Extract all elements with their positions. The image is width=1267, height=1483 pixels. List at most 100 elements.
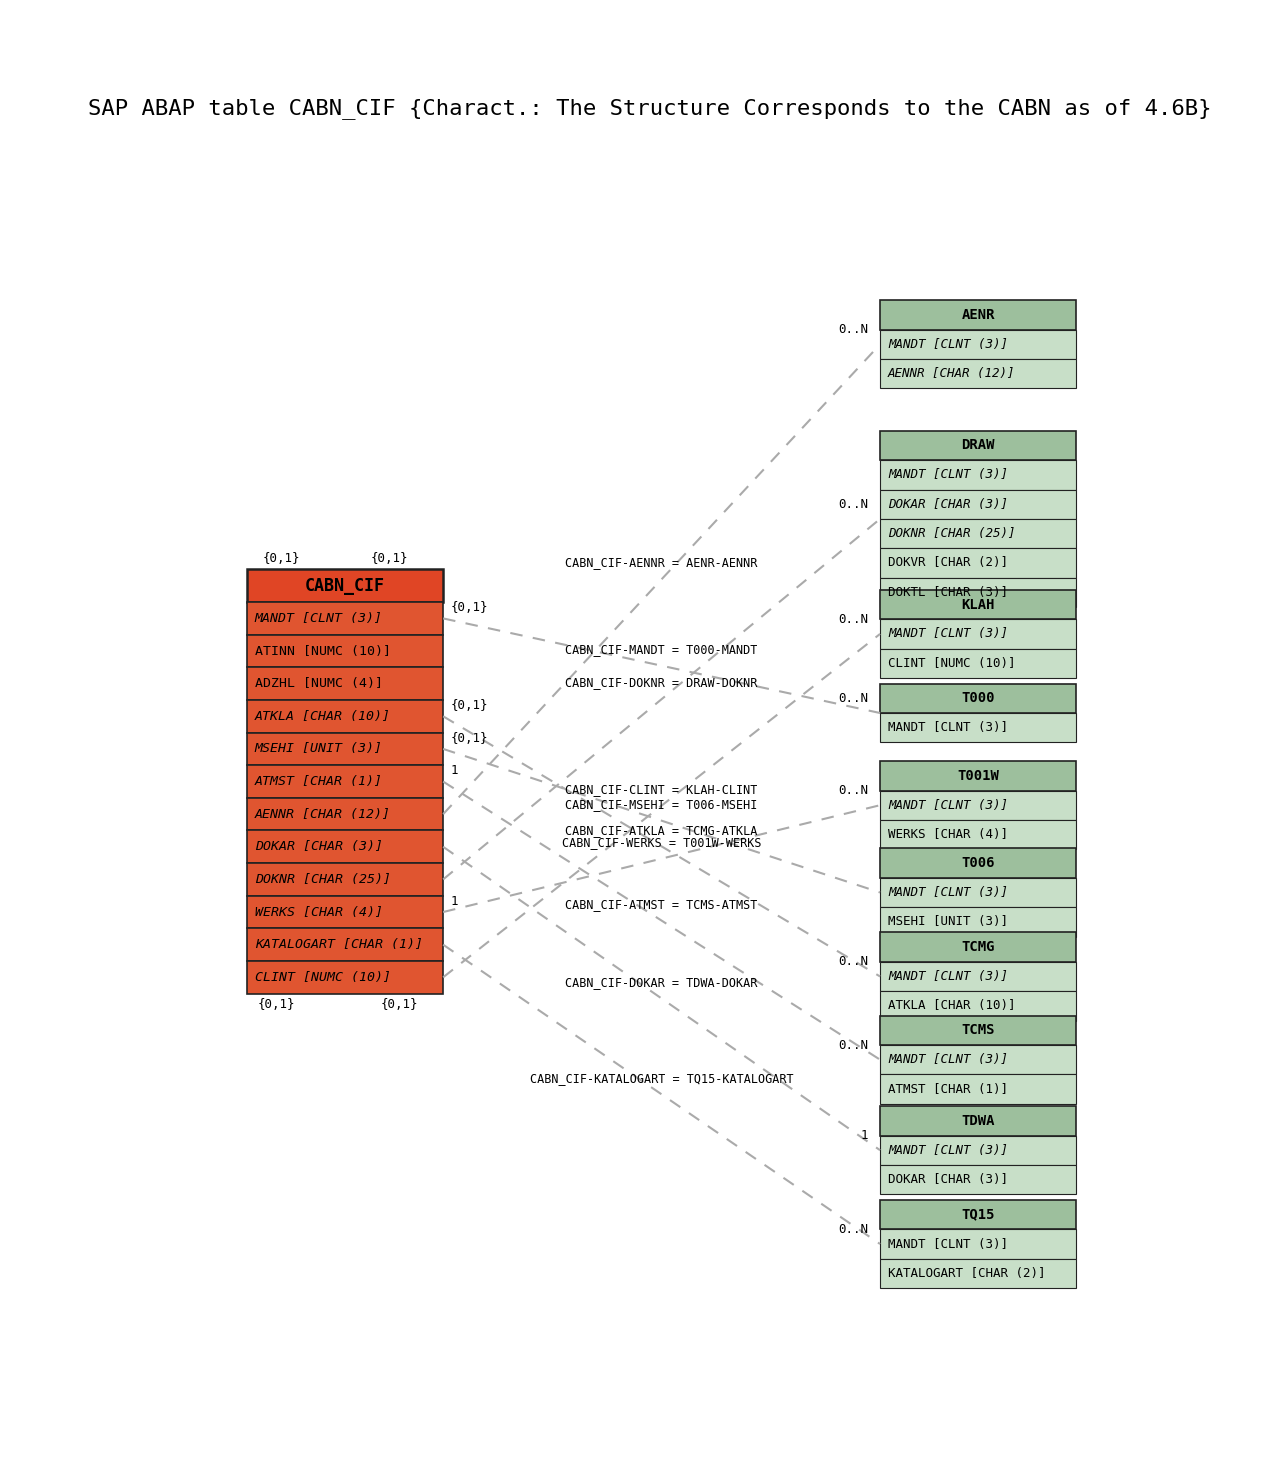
Text: T001W: T001W — [958, 768, 1000, 783]
FancyBboxPatch shape — [881, 1166, 1077, 1194]
Text: AENR: AENR — [962, 308, 995, 322]
Text: MANDT [CLNT (3)]: MANDT [CLNT (3)] — [888, 338, 1009, 351]
Text: 0..N: 0..N — [839, 785, 868, 796]
Text: {0,1}: {0,1} — [370, 552, 408, 565]
FancyBboxPatch shape — [881, 1136, 1077, 1166]
FancyBboxPatch shape — [881, 489, 1077, 519]
Text: ATMST [CHAR (1)]: ATMST [CHAR (1)] — [255, 776, 383, 787]
FancyBboxPatch shape — [247, 863, 443, 896]
Text: DOKNR [CHAR (25)]: DOKNR [CHAR (25)] — [255, 873, 390, 885]
FancyBboxPatch shape — [881, 991, 1077, 1020]
Text: CABN_CIF-CLINT = KLAH-CLINT: CABN_CIF-CLINT = KLAH-CLINT — [565, 783, 758, 796]
Text: ATKLA [CHAR (10)]: ATKLA [CHAR (10)] — [255, 710, 390, 722]
FancyBboxPatch shape — [247, 928, 443, 961]
FancyBboxPatch shape — [881, 713, 1077, 743]
FancyBboxPatch shape — [881, 1074, 1077, 1103]
FancyBboxPatch shape — [881, 908, 1077, 937]
Text: WERKS [CHAR (4)]: WERKS [CHAR (4)] — [888, 828, 1009, 841]
FancyBboxPatch shape — [247, 602, 443, 635]
Text: DOKNR [CHAR (25)]: DOKNR [CHAR (25)] — [888, 526, 1015, 540]
FancyBboxPatch shape — [881, 329, 1077, 359]
FancyBboxPatch shape — [247, 700, 443, 733]
Text: CABN_CIF-ATMST = TCMS-ATMST: CABN_CIF-ATMST = TCMS-ATMST — [565, 897, 758, 911]
Text: 0..N: 0..N — [839, 955, 868, 968]
Text: 0..N: 0..N — [839, 323, 868, 337]
Text: MANDT [CLNT (3)]: MANDT [CLNT (3)] — [255, 612, 383, 624]
Text: 1: 1 — [451, 894, 459, 908]
Text: WERKS [CHAR (4)]: WERKS [CHAR (4)] — [255, 906, 383, 918]
Text: T006: T006 — [962, 856, 995, 871]
Text: CLINT [NUMC (10)]: CLINT [NUMC (10)] — [255, 971, 390, 983]
FancyBboxPatch shape — [881, 962, 1077, 991]
Text: MSEHI [UNIT (3)]: MSEHI [UNIT (3)] — [255, 743, 383, 755]
Text: DOKTL [CHAR (3)]: DOKTL [CHAR (3)] — [888, 586, 1009, 599]
Text: MANDT [CLNT (3)]: MANDT [CLNT (3)] — [888, 1237, 1009, 1250]
Text: ATMST [CHAR (1)]: ATMST [CHAR (1)] — [888, 1083, 1009, 1096]
FancyBboxPatch shape — [247, 635, 443, 667]
FancyBboxPatch shape — [881, 933, 1077, 962]
Text: DRAW: DRAW — [962, 439, 995, 452]
Text: 1: 1 — [860, 1129, 868, 1142]
Text: KLAH: KLAH — [962, 598, 995, 611]
Text: {0,1}: {0,1} — [451, 698, 489, 712]
FancyBboxPatch shape — [881, 761, 1077, 790]
FancyBboxPatch shape — [881, 590, 1077, 620]
Text: MSEHI [UNIT (3)]: MSEHI [UNIT (3)] — [888, 915, 1009, 928]
FancyBboxPatch shape — [881, 1106, 1077, 1136]
Text: TDWA: TDWA — [962, 1114, 995, 1129]
Text: {0,1}: {0,1} — [451, 731, 489, 744]
Text: KATALOGART [CHAR (1)]: KATALOGART [CHAR (1)] — [255, 939, 423, 951]
Text: CABN_CIF-DOKNR = DRAW-DOKNR: CABN_CIF-DOKNR = DRAW-DOKNR — [565, 676, 758, 690]
FancyBboxPatch shape — [247, 798, 443, 830]
FancyBboxPatch shape — [247, 733, 443, 765]
FancyBboxPatch shape — [881, 430, 1077, 460]
Text: CABN_CIF-MANDT = T000-MANDT: CABN_CIF-MANDT = T000-MANDT — [565, 644, 758, 655]
Text: CABN_CIF-KATALOGART = TQ15-KATALOGART: CABN_CIF-KATALOGART = TQ15-KATALOGART — [530, 1072, 793, 1084]
Text: CABN_CIF-DOKAR = TDWA-DOKAR: CABN_CIF-DOKAR = TDWA-DOKAR — [565, 976, 758, 989]
Text: KATALOGART [CHAR (2)]: KATALOGART [CHAR (2)] — [888, 1266, 1045, 1280]
FancyBboxPatch shape — [881, 1259, 1077, 1289]
Text: {0,1}: {0,1} — [262, 552, 300, 565]
FancyBboxPatch shape — [881, 620, 1077, 648]
FancyBboxPatch shape — [247, 765, 443, 798]
FancyBboxPatch shape — [881, 549, 1077, 578]
Text: TCMG: TCMG — [962, 940, 995, 954]
Text: {0,1}: {0,1} — [451, 601, 489, 614]
FancyBboxPatch shape — [881, 519, 1077, 549]
FancyBboxPatch shape — [881, 648, 1077, 678]
FancyBboxPatch shape — [881, 848, 1077, 878]
Text: DOKAR [CHAR (3)]: DOKAR [CHAR (3)] — [888, 1173, 1009, 1186]
Text: CABN_CIF-AENNR = AENR-AENNR: CABN_CIF-AENNR = AENR-AENNR — [565, 556, 758, 569]
Text: TQ15: TQ15 — [962, 1207, 995, 1222]
Text: MANDT [CLNT (3)]: MANDT [CLNT (3)] — [888, 627, 1009, 641]
Text: DOKAR [CHAR (3)]: DOKAR [CHAR (3)] — [255, 841, 383, 853]
Text: MANDT [CLNT (3)]: MANDT [CLNT (3)] — [888, 885, 1009, 899]
FancyBboxPatch shape — [881, 1229, 1077, 1259]
Text: MANDT [CLNT (3)]: MANDT [CLNT (3)] — [888, 970, 1009, 983]
Text: ATKLA [CHAR (10)]: ATKLA [CHAR (10)] — [888, 1000, 1015, 1013]
Text: MANDT [CLNT (3)]: MANDT [CLNT (3)] — [888, 721, 1009, 734]
Text: CABN_CIF-WERKS = T001W-WERKS: CABN_CIF-WERKS = T001W-WERKS — [561, 836, 761, 848]
FancyBboxPatch shape — [881, 1016, 1077, 1046]
FancyBboxPatch shape — [881, 820, 1077, 850]
Text: AENNR [CHAR (12)]: AENNR [CHAR (12)] — [888, 368, 1015, 380]
Text: CABN_CIF-ATKLA = TCMG-ATKLA: CABN_CIF-ATKLA = TCMG-ATKLA — [565, 823, 758, 836]
Text: ADZHL [NUMC (4)]: ADZHL [NUMC (4)] — [255, 678, 383, 690]
FancyBboxPatch shape — [881, 359, 1077, 389]
Text: 1: 1 — [451, 764, 459, 777]
Text: MANDT [CLNT (3)]: MANDT [CLNT (3)] — [888, 799, 1009, 811]
Text: 0..N: 0..N — [839, 693, 868, 704]
FancyBboxPatch shape — [247, 667, 443, 700]
Text: DOKVR [CHAR (2)]: DOKVR [CHAR (2)] — [888, 556, 1009, 569]
Text: CABN_CIF-MSEHI = T006-MSEHI: CABN_CIF-MSEHI = T006-MSEHI — [565, 798, 758, 811]
FancyBboxPatch shape — [881, 1200, 1077, 1229]
Text: {0,1}: {0,1} — [257, 998, 295, 1011]
FancyBboxPatch shape — [881, 301, 1077, 329]
Text: DOKAR [CHAR (3)]: DOKAR [CHAR (3)] — [888, 498, 1009, 510]
Text: {0,1}: {0,1} — [380, 998, 418, 1011]
FancyBboxPatch shape — [247, 896, 443, 928]
FancyBboxPatch shape — [881, 878, 1077, 908]
Text: T000: T000 — [962, 691, 995, 706]
Text: 0..N: 0..N — [839, 612, 868, 626]
Text: 0..N: 0..N — [839, 498, 868, 510]
